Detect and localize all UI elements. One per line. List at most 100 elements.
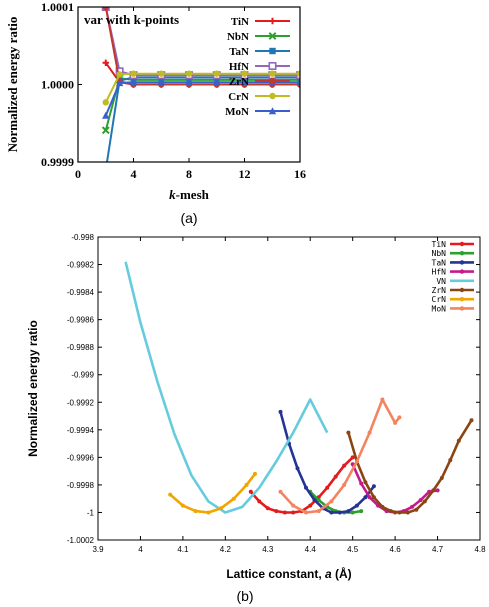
data-point-CrN (244, 482, 249, 487)
panel-label: (a) (180, 210, 197, 226)
x-axis-label-rest: -mesh (176, 187, 210, 202)
y-tick-label: -0.9996 (67, 453, 95, 462)
series-group (101, 7, 300, 173)
data-point-NbN (316, 498, 321, 503)
data-point-TaN (363, 495, 368, 500)
data-point-TaN (103, 167, 109, 173)
x-tick-label: 12 (239, 167, 251, 181)
legend-label: TiN (231, 16, 249, 28)
x-tick-label: 4.2 (220, 545, 232, 554)
legend-marker (268, 107, 277, 115)
data-point-NbN (359, 509, 364, 514)
legend-label: MoN (225, 106, 249, 118)
data-point-HfN (410, 504, 415, 509)
x-tick-label: 16 (294, 167, 306, 181)
y-tick-label: -1 (87, 508, 95, 517)
y-tick-label: -0.998 (71, 233, 94, 242)
data-point-MoN (157, 78, 165, 86)
x-tick-label: 4.4 (305, 545, 317, 554)
data-point-HfN (367, 495, 372, 500)
y-tick-label: 0.9999 (41, 155, 74, 169)
data-point-MoN (296, 78, 300, 86)
x-tick-label: 4.6 (390, 545, 402, 554)
y-tick-label: 1.0000 (41, 78, 74, 92)
data-point-TaN (304, 485, 308, 490)
data-point-MoN (129, 78, 138, 86)
data-point-MoN (115, 79, 124, 87)
data-point-NbN (101, 126, 110, 135)
data-point-TaN (295, 466, 300, 471)
x-tick-label: 4.8 (474, 545, 486, 554)
data-point-HfN (418, 498, 423, 503)
data-point-CrN (231, 496, 236, 501)
data-point-CrN (158, 70, 165, 77)
y-tick-label: -0.9994 (67, 426, 95, 435)
data-point-ZrN (422, 499, 427, 504)
y-tick-label: -0.9998 (67, 481, 95, 490)
data-point-TaN (312, 498, 317, 503)
data-point-TiN (274, 509, 279, 514)
panel-b: 3.9 4 4.1 4.2 4.3 4.4 4.5 4.6 4.7 4.8 -0.998 -0.998… (26, 233, 486, 604)
panel-label: (b) (236, 588, 253, 604)
x-axis-label: Lattice constant, a (Å) (226, 566, 351, 581)
data-point-MoN (185, 78, 193, 86)
x-tick-label: 4.7 (432, 545, 444, 554)
legend-label: HfN (229, 61, 249, 73)
legend-label: NbN (432, 249, 447, 258)
data-point-MoN (354, 459, 359, 464)
data-point-TiN (102, 59, 109, 66)
y-axis-label: Normalized energy ratio (26, 320, 40, 457)
plot-frame (97, 236, 481, 541)
data-point-ZrN (363, 480, 368, 485)
y-tick-label: -0.9984 (67, 288, 95, 297)
data-point-HfN (359, 481, 364, 486)
data-point-ZrN (439, 476, 444, 480)
y-tick-label: -0.9992 (67, 398, 95, 407)
data-point-CrN (219, 506, 224, 511)
legend-label: CrN (432, 295, 447, 304)
data-point-MoN (304, 510, 308, 515)
legend-label: TiN (432, 240, 447, 249)
legend-label: TaN (432, 258, 447, 267)
series-group (124, 261, 474, 515)
data-point-CrN (116, 71, 123, 78)
data-point-TaN (278, 409, 283, 414)
data-point-CrN (213, 70, 220, 77)
legend-marker (268, 61, 277, 70)
plot-frame (77, 6, 301, 163)
data-point-ZrN (102, 7, 109, 11)
series-line-VN (124, 261, 329, 514)
y-tick-label: -0.9986 (67, 316, 95, 325)
data-point-TiN (248, 489, 253, 494)
y-tick-label: -0.9982 (67, 261, 95, 270)
data-point-MoN (367, 430, 372, 435)
x-axis-label-part: Lattice constant, (226, 567, 325, 581)
series-line-TaN (279, 411, 375, 514)
data-point-MoN (380, 397, 385, 402)
legend-marker (268, 32, 277, 40)
data-point-MoN (316, 509, 321, 514)
x-axis-label-italic: k (169, 187, 176, 202)
x-axis-label-italic: a (325, 567, 332, 581)
legend-marker (459, 287, 465, 293)
panel-a: 0 4 8 12 16 0.9999 1.0000 1.0001 var with k-poin… (5, 0, 306, 226)
legend-label: ZrN (229, 76, 249, 88)
data-point-MoN (393, 420, 398, 425)
legend-marker (459, 251, 465, 256)
y-axis-label: Normalized energy ratio (5, 17, 20, 153)
y-tick-label: -1.0002 (67, 536, 95, 545)
x-tick-label: 4 (138, 545, 143, 554)
legend-marker (269, 92, 276, 100)
x-tick-label: 4.1 (177, 545, 189, 554)
data-point-ZrN (431, 488, 436, 493)
x-axis-label: k-mesh (169, 187, 209, 202)
data-point-ZrN (456, 438, 461, 443)
data-point-ZrN (388, 509, 393, 514)
data-point-ZrN (448, 458, 453, 463)
legend-label: VN (436, 277, 446, 286)
data-point-CrN (130, 70, 137, 77)
series-line-CrN (169, 473, 257, 514)
data-point-ZrN (469, 418, 474, 423)
data-point-TiN (265, 506, 270, 511)
